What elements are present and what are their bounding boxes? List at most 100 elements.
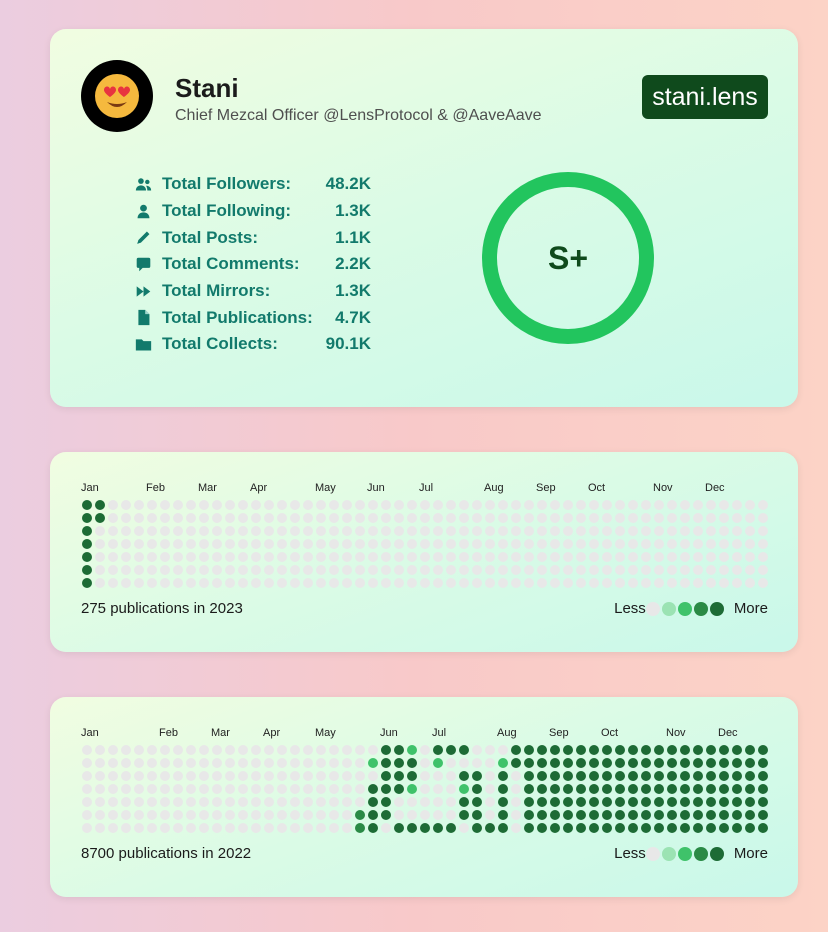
day-cell[interactable] bbox=[147, 758, 157, 768]
day-cell[interactable] bbox=[121, 526, 131, 536]
day-cell[interactable] bbox=[316, 745, 326, 755]
day-cell[interactable] bbox=[654, 823, 664, 833]
day-cell[interactable] bbox=[329, 784, 339, 794]
day-cell[interactable] bbox=[381, 552, 391, 562]
day-cell[interactable] bbox=[498, 771, 508, 781]
day-cell[interactable] bbox=[108, 745, 118, 755]
day-cell[interactable] bbox=[342, 771, 352, 781]
day-cell[interactable] bbox=[303, 552, 313, 562]
day-cell[interactable] bbox=[368, 771, 378, 781]
day-cell[interactable] bbox=[121, 513, 131, 523]
day-cell[interactable] bbox=[342, 552, 352, 562]
day-cell[interactable] bbox=[368, 758, 378, 768]
day-cell[interactable] bbox=[121, 797, 131, 807]
day-cell[interactable] bbox=[251, 539, 261, 549]
day-cell[interactable] bbox=[524, 552, 534, 562]
day-cell[interactable] bbox=[758, 797, 768, 807]
day-cell[interactable] bbox=[173, 810, 183, 820]
day-cell[interactable] bbox=[589, 823, 599, 833]
day-cell[interactable] bbox=[355, 526, 365, 536]
day-cell[interactable] bbox=[667, 578, 677, 588]
day-cell[interactable] bbox=[563, 526, 573, 536]
day-cell[interactable] bbox=[641, 500, 651, 510]
day-cell[interactable] bbox=[576, 784, 586, 794]
day-cell[interactable] bbox=[602, 784, 612, 794]
day-cell[interactable] bbox=[745, 513, 755, 523]
day-cell[interactable] bbox=[225, 758, 235, 768]
day-cell[interactable] bbox=[680, 565, 690, 575]
day-cell[interactable] bbox=[173, 565, 183, 575]
day-cell[interactable] bbox=[368, 565, 378, 575]
day-cell[interactable] bbox=[355, 810, 365, 820]
day-cell[interactable] bbox=[394, 797, 404, 807]
day-cell[interactable] bbox=[238, 810, 248, 820]
day-cell[interactable] bbox=[667, 745, 677, 755]
day-cell[interactable] bbox=[277, 823, 287, 833]
day-cell[interactable] bbox=[758, 500, 768, 510]
day-cell[interactable] bbox=[95, 771, 105, 781]
day-cell[interactable] bbox=[186, 552, 196, 562]
day-cell[interactable] bbox=[290, 500, 300, 510]
day-cell[interactable] bbox=[693, 513, 703, 523]
day-cell[interactable] bbox=[394, 745, 404, 755]
day-cell[interactable] bbox=[732, 539, 742, 549]
day-cell[interactable] bbox=[719, 758, 729, 768]
day-cell[interactable] bbox=[368, 539, 378, 549]
day-cell[interactable] bbox=[342, 500, 352, 510]
day-cell[interactable] bbox=[667, 758, 677, 768]
day-cell[interactable] bbox=[602, 500, 612, 510]
day-cell[interactable] bbox=[654, 552, 664, 562]
day-cell[interactable] bbox=[238, 526, 248, 536]
day-cell[interactable] bbox=[329, 810, 339, 820]
day-cell[interactable] bbox=[472, 784, 482, 794]
day-cell[interactable] bbox=[407, 539, 417, 549]
day-cell[interactable] bbox=[628, 500, 638, 510]
day-cell[interactable] bbox=[316, 823, 326, 833]
day-cell[interactable] bbox=[641, 526, 651, 536]
day-cell[interactable] bbox=[446, 810, 456, 820]
day-cell[interactable] bbox=[186, 758, 196, 768]
day-cell[interactable] bbox=[589, 552, 599, 562]
day-cell[interactable] bbox=[459, 823, 469, 833]
day-cell[interactable] bbox=[329, 771, 339, 781]
day-cell[interactable] bbox=[290, 810, 300, 820]
day-cell[interactable] bbox=[706, 539, 716, 549]
day-cell[interactable] bbox=[238, 513, 248, 523]
day-cell[interactable] bbox=[615, 797, 625, 807]
day-cell[interactable] bbox=[134, 784, 144, 794]
day-cell[interactable] bbox=[589, 500, 599, 510]
day-cell[interactable] bbox=[186, 771, 196, 781]
day-cell[interactable] bbox=[355, 745, 365, 755]
day-cell[interactable] bbox=[459, 745, 469, 755]
day-cell[interactable] bbox=[160, 784, 170, 794]
day-cell[interactable] bbox=[563, 565, 573, 575]
day-cell[interactable] bbox=[264, 758, 274, 768]
day-cell[interactable] bbox=[173, 745, 183, 755]
day-cell[interactable] bbox=[641, 758, 651, 768]
day-cell[interactable] bbox=[511, 810, 521, 820]
day-cell[interactable] bbox=[95, 513, 105, 523]
day-cell[interactable] bbox=[563, 823, 573, 833]
day-cell[interactable] bbox=[732, 565, 742, 575]
day-cell[interactable] bbox=[264, 500, 274, 510]
day-cell[interactable] bbox=[134, 758, 144, 768]
day-cell[interactable] bbox=[407, 513, 417, 523]
day-cell[interactable] bbox=[446, 552, 456, 562]
day-cell[interactable] bbox=[95, 578, 105, 588]
day-cell[interactable] bbox=[719, 500, 729, 510]
day-cell[interactable] bbox=[160, 745, 170, 755]
day-cell[interactable] bbox=[251, 526, 261, 536]
day-cell[interactable] bbox=[511, 823, 521, 833]
day-cell[interactable] bbox=[82, 784, 92, 794]
day-cell[interactable] bbox=[95, 526, 105, 536]
day-cell[interactable] bbox=[95, 810, 105, 820]
day-cell[interactable] bbox=[706, 758, 716, 768]
day-cell[interactable] bbox=[745, 771, 755, 781]
day-cell[interactable] bbox=[732, 771, 742, 781]
day-cell[interactable] bbox=[563, 771, 573, 781]
day-cell[interactable] bbox=[212, 758, 222, 768]
day-cell[interactable] bbox=[303, 797, 313, 807]
day-cell[interactable] bbox=[134, 797, 144, 807]
day-cell[interactable] bbox=[654, 539, 664, 549]
day-cell[interactable] bbox=[524, 771, 534, 781]
